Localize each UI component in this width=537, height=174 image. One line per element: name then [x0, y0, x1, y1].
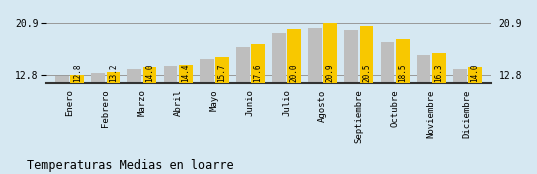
- Bar: [164, 66, 177, 83]
- Text: 15.7: 15.7: [217, 64, 227, 82]
- Bar: [272, 33, 286, 83]
- Bar: [70, 75, 84, 83]
- Bar: [396, 39, 410, 83]
- Text: 14.4: 14.4: [181, 64, 190, 82]
- Bar: [106, 73, 120, 83]
- Bar: [468, 67, 482, 83]
- Bar: [344, 30, 358, 83]
- Bar: [215, 57, 229, 83]
- Bar: [251, 44, 265, 83]
- Bar: [287, 29, 301, 83]
- Bar: [432, 53, 446, 83]
- Text: 17.6: 17.6: [253, 64, 263, 82]
- Bar: [179, 65, 193, 83]
- Bar: [381, 42, 394, 83]
- Text: 14.0: 14.0: [470, 64, 480, 82]
- Bar: [143, 67, 156, 83]
- Text: Temperaturas Medias en loarre: Temperaturas Medias en loarre: [27, 159, 234, 172]
- Text: 18.5: 18.5: [398, 64, 407, 82]
- Text: 16.3: 16.3: [434, 64, 444, 82]
- Text: 14.0: 14.0: [145, 64, 154, 82]
- Bar: [360, 26, 373, 83]
- Bar: [91, 73, 105, 83]
- Bar: [308, 28, 322, 83]
- Text: 12.8: 12.8: [72, 64, 82, 82]
- Bar: [200, 59, 214, 83]
- Text: 13.2: 13.2: [109, 64, 118, 82]
- Text: 20.9: 20.9: [326, 64, 335, 82]
- Text: 20.0: 20.0: [289, 64, 299, 82]
- Bar: [236, 48, 250, 83]
- Bar: [417, 55, 431, 83]
- Bar: [453, 69, 467, 83]
- Bar: [323, 23, 337, 83]
- Bar: [55, 76, 69, 83]
- Bar: [127, 69, 141, 83]
- Text: 20.5: 20.5: [362, 64, 371, 82]
